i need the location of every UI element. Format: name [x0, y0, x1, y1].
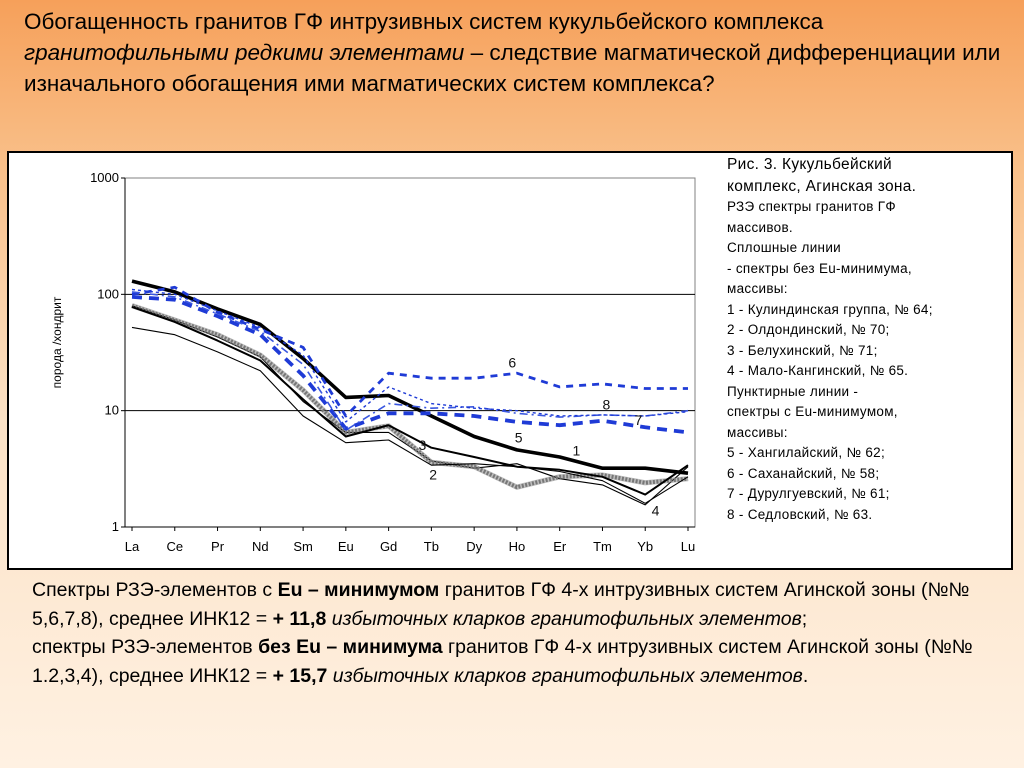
title-part2: – следствие магматической дифференциации…	[24, 40, 1001, 96]
caption-line: 6 - Саханайский, № 58;	[727, 465, 880, 481]
p1-value: + 11,8	[272, 607, 327, 630]
y-tick-label: 100	[97, 286, 119, 301]
series-line-8	[131, 288, 689, 423]
caption-line: - спектры без Eu-минимума,	[727, 260, 912, 276]
figure-panel: 1 10 100 1000 La Ce Pr Nd Sm Eu Gd Tb Dy Ho Er Tm Yb Lu по…	[7, 151, 1013, 570]
caption-line: Пунктирные линии -	[727, 383, 859, 399]
x-tick-label: Er	[553, 539, 567, 554]
title-italic: гранитофильными редкими элементами	[24, 40, 465, 65]
p1-italic: избыточных кларков гранитофильных элемен…	[326, 607, 802, 630]
series-line-unlabeled	[131, 326, 689, 504]
caption-line: 8 - Седловский, № 63.	[727, 506, 873, 522]
series-annotation: 5	[515, 430, 523, 446]
p2-c: гранитов ГФ 4-х интрузивных систем Агинс…	[32, 636, 973, 687]
p1-a: Спектры РЗЭ-элементов с	[32, 579, 278, 601]
series-line-4	[131, 305, 689, 496]
x-tick-label: Lu	[681, 539, 695, 554]
series-annotation: 7	[635, 412, 643, 428]
x-tick-label: Ce	[166, 539, 183, 554]
p1-bold: Eu – минимумом	[277, 579, 440, 601]
x-tick-label: Ho	[509, 539, 526, 554]
x-tick-label: Yb	[637, 539, 653, 554]
conclusion-para-2: спектры РЗЭ-элементов без Eu – минимума …	[32, 633, 1002, 690]
caption-line: массивов.	[727, 219, 793, 235]
series-annotation: 3	[419, 437, 427, 453]
p2-italic: избыточных кларков гранитофильных элемен…	[327, 664, 803, 687]
p1-c: гранитов ГФ 4-х интрузивных систем Агинс…	[32, 579, 970, 630]
caption-line: Сплошные линии	[727, 240, 841, 255]
x-tick-label: Sm	[293, 539, 313, 554]
series-annotation: 4	[652, 503, 660, 519]
caption-line: 1 - Кулиндинская группа, № 64;	[727, 301, 933, 317]
x-tick-label: Tm	[593, 539, 612, 554]
y-tick-label: 1	[112, 519, 119, 534]
caption-line: 3 - Белухинский, № 71;	[727, 342, 878, 358]
caption-line: 7 - Дурулгуевский, № 61;	[727, 486, 890, 501]
caption-line: РЗЭ спектры гранитов ГФ	[727, 199, 896, 214]
title-part1: Обогащенность гранитов ГФ интрузивных си…	[24, 9, 824, 34]
series-line-5	[131, 295, 689, 435]
series-line-1	[131, 279, 689, 475]
x-tick-label: Dy	[466, 539, 482, 554]
figure-caption: Рис. 3. Кукульбейский комплекс, Агинская …	[727, 153, 1017, 525]
x-tick-label: Eu	[338, 539, 354, 554]
p1-f: ;	[801, 607, 808, 630]
x-tick-label: Gd	[380, 539, 397, 554]
x-tick-label: Nd	[252, 539, 269, 554]
caption-line: массивы:	[727, 424, 788, 440]
caption-line: 5 - Хангилайский, № 62;	[727, 445, 886, 460]
x-tick-label: La	[125, 539, 140, 554]
conclusion-para-1: Спектры РЗЭ-элементов с Eu – минимумом г…	[32, 576, 1002, 633]
series-annotation: 2	[429, 467, 437, 483]
x-tick-label: Tb	[424, 539, 439, 554]
series-annotation: 1	[573, 443, 581, 459]
caption-line: комплекс, Агинская зона.	[727, 177, 917, 195]
y-axis-label: порода /хондрит	[50, 296, 64, 388]
caption-line: Рис. 3. Кукульбейский	[727, 156, 892, 173]
caption-line: 4 - Мало-Кангинский, № 65.	[727, 363, 909, 378]
caption-line: спектры с Eu-минимумом,	[727, 404, 898, 419]
caption-line: массивы:	[727, 281, 788, 296]
ree-spectra-chart: 1 10 100 1000 La Ce Pr Nd Sm Eu Gd Tb Dy Ho Er Tm Yb Lu по…	[50, 170, 696, 554]
series-annotation: 8	[602, 397, 610, 413]
series-line-6	[131, 285, 688, 418]
p2-value: + 15,7	[272, 664, 328, 687]
series-annotation: 6	[508, 354, 516, 370]
p2-bold: без Eu – минимума	[258, 636, 443, 658]
p2-f: .	[802, 664, 809, 687]
y-tick-label: 1000	[90, 170, 119, 185]
x-tick-label: Pr	[211, 539, 225, 554]
caption-line: 2 - Олдондинский, № 70;	[727, 322, 890, 337]
conclusion-text: Спектры РЗЭ-элементов с Eu – минимумом г…	[32, 576, 1002, 690]
p2-a: спектры РЗЭ-элементов	[32, 636, 259, 658]
slide-title: Обогащенность гранитов ГФ интрузивных си…	[24, 6, 1004, 99]
y-tick-label: 10	[105, 403, 119, 418]
